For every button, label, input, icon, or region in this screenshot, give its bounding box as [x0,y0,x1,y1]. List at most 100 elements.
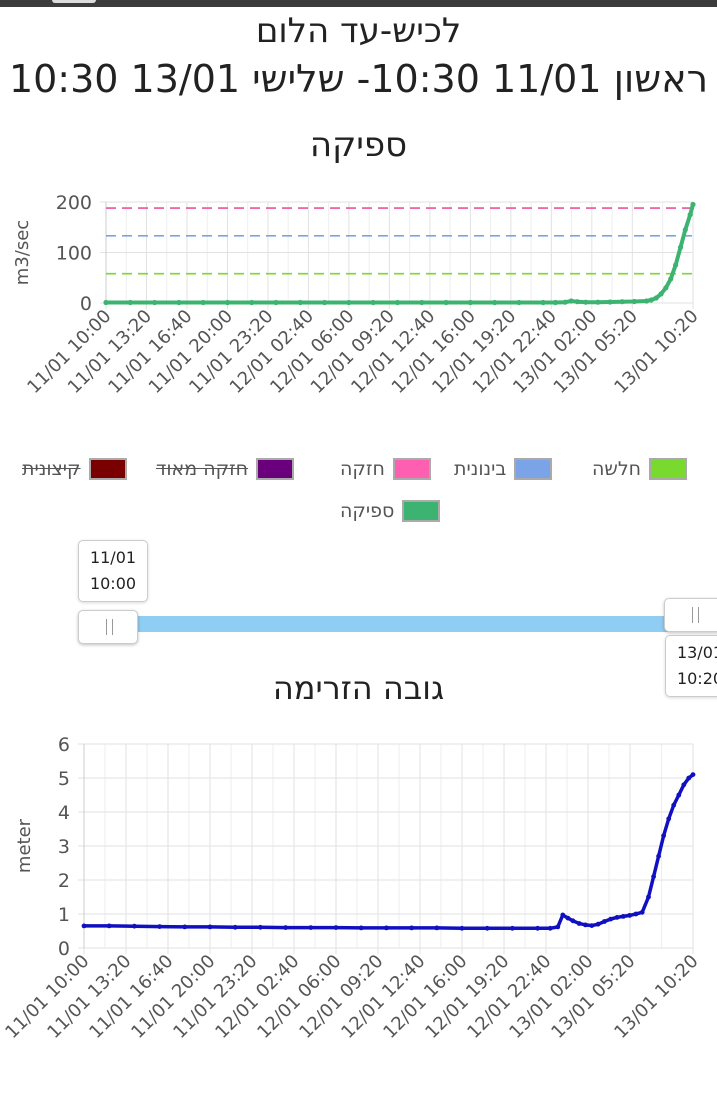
data-point [671,802,677,808]
y-tick-label: 2 [58,870,70,892]
y-tick-label: 3 [58,836,70,858]
legend-label: ספיקה [340,500,395,522]
data-point [283,925,288,930]
y-axis-label: m3/sec [12,220,33,285]
data-point [631,298,637,305]
top-tab-handle [52,0,96,3]
data-point [346,299,352,306]
data-point [322,299,328,306]
data-point [200,299,206,306]
series-line [106,203,695,305]
legend-item-extreme[interactable]: קיצונית [22,454,127,484]
data-point [547,925,553,931]
data-point [687,212,693,218]
legend-swatch [88,458,127,480]
data-point [666,816,672,822]
data-point [663,285,669,291]
data-point [653,295,659,301]
data-point [249,299,255,306]
slider-end-time: 10:20 [676,669,717,688]
data-point [443,299,449,306]
slider-end-handle[interactable] [664,598,717,632]
y-tick-label: 0 [80,293,92,315]
slider-start-tooltip: 11/01 10:00 [78,540,148,602]
data-point [358,925,364,931]
data-point [677,244,684,250]
data-point [651,874,656,879]
data-point [595,299,601,305]
data-point [639,909,645,915]
data-point [258,924,263,930]
data-point [308,925,314,930]
data-point [182,924,188,930]
legend-label: חלשה [592,458,642,480]
data-point [576,921,582,926]
data-point [568,298,574,304]
data-point [555,924,561,930]
data-point [552,299,559,306]
data-point [273,299,279,306]
data-point [540,299,546,306]
data-point [646,894,651,900]
data-point [384,925,389,931]
range-slider-track[interactable] [108,616,688,632]
data-point [690,201,696,208]
legend-item-very-strong[interactable]: חזקה מאוד [156,454,295,484]
data-point [81,923,87,929]
y-axis-label: meter [14,818,35,873]
slider-start-date: 11/01 [89,548,137,567]
data-point [633,911,639,917]
data-point [620,914,626,919]
legend-swatch [402,500,441,522]
data-point [510,925,515,931]
data-point [656,853,661,859]
data-point [132,923,137,929]
data-point [152,299,158,306]
data-point [681,782,687,788]
data-point [661,833,666,839]
data-point [614,915,620,920]
series-line [84,773,695,931]
data-point [492,299,498,306]
data-point [297,299,303,306]
data-point [648,297,654,303]
data-point [535,925,540,931]
date-range: ראשון 11/01 10:30- שלישי 13/01 10:30 [8,57,709,101]
data-point [224,299,231,306]
data-point [176,299,182,306]
data-point [690,772,696,777]
data-point [370,299,376,306]
data-point [106,923,112,929]
data-point [676,792,682,798]
legend-item-flow[interactable]: ספיקה [340,496,441,526]
data-point [668,276,674,282]
slider-end-date: 13/01 [676,643,717,662]
legend-swatch [392,458,431,480]
y-tick-label: 5 [58,768,70,790]
y-tick-label: 100 [56,243,92,265]
slider-start-time: 10:00 [89,574,137,593]
legend-swatch [649,458,688,480]
legend-item-weak[interactable]: חלשה [592,454,688,484]
data-point [627,913,632,918]
slider-end-tooltip: 13/01 10:20 [665,635,717,697]
legend-swatch [256,458,295,480]
data-point [574,299,580,305]
data-point [409,925,414,931]
slider-start-handle[interactable] [78,610,138,644]
data-point [562,299,568,305]
data-point [686,775,692,781]
data-point [570,918,576,924]
legend-item-medium[interactable]: בינונית [454,454,553,484]
y-tick-label: 200 [56,192,92,214]
data-point [602,919,607,924]
data-point [607,299,613,305]
data-point [589,923,595,928]
data-point [467,299,473,306]
y-tick-label: 0 [58,938,70,960]
data-point [595,921,601,927]
legend-item-strong[interactable]: חזקה [340,454,431,484]
data-point [127,299,133,306]
height-chart-title: גובה הזרימה [272,669,445,707]
